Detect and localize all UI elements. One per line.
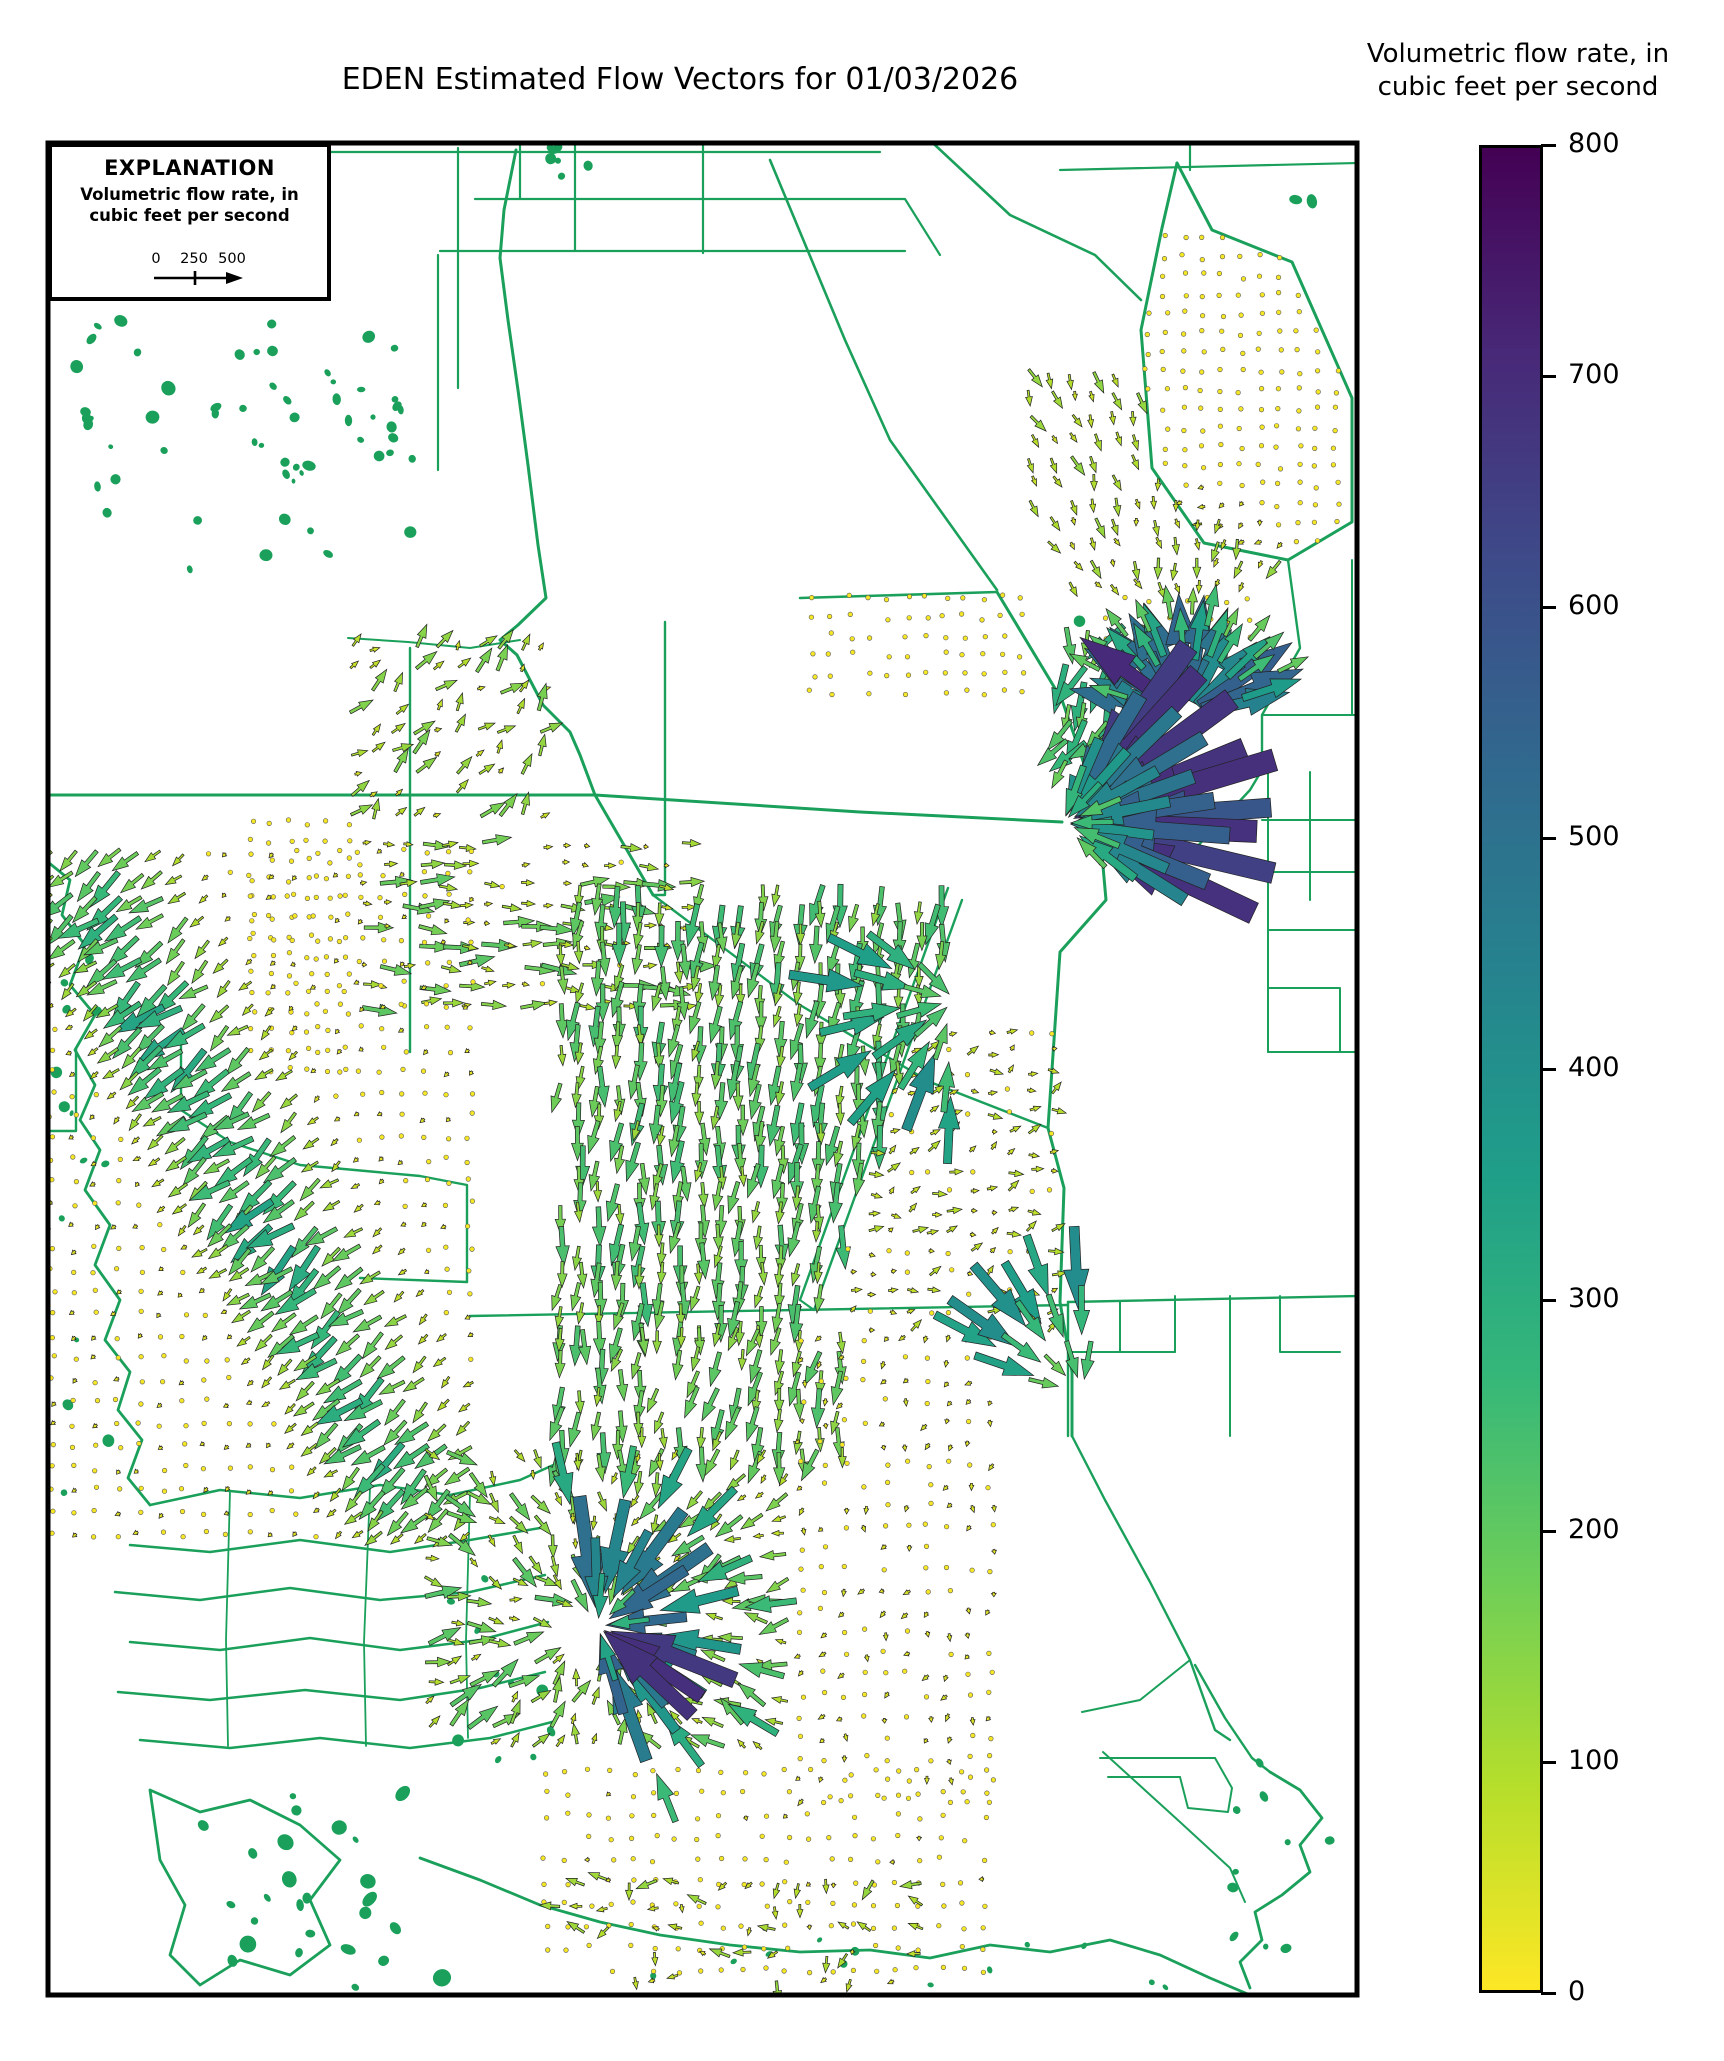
explanation-subtitle-line2: cubic feet per second xyxy=(89,205,290,225)
colorbar-tick-mark xyxy=(1541,143,1556,147)
colorbar-title: Volumetric flow rate, in cubic feet per … xyxy=(1346,38,1690,105)
colorbar-tick-mark xyxy=(1541,1067,1556,1071)
colorbar-tick-mark xyxy=(1541,374,1556,378)
colorbar xyxy=(1479,145,1543,1993)
colorbar-tick-mark xyxy=(1541,836,1556,840)
colorbar-tick-label: 800 xyxy=(1568,128,1620,159)
explanation-subtitle-line1: Volumetric flow rate, in xyxy=(80,185,299,204)
colorbar-tick-label: 400 xyxy=(1568,1052,1620,1083)
colorbar-tick-mark xyxy=(1541,1298,1556,1302)
flow-vector-field xyxy=(50,232,1342,1993)
canal-lines xyxy=(50,145,1355,1993)
colorbar-tick-label: 0 xyxy=(1568,1976,1586,2007)
colorbar-tick-label: 600 xyxy=(1568,590,1620,621)
scale-bar-arrow-icon xyxy=(154,271,243,285)
scale-bar-labels: 0 250 500 xyxy=(52,251,327,269)
explanation-box: EXPLANATION Volumetric flow rate, in cub… xyxy=(48,143,331,301)
map-frame xyxy=(45,140,1360,1998)
scale-bar-label: 0 xyxy=(151,251,161,267)
colorbar-title-line1: Volumetric flow rate, in xyxy=(1366,39,1670,69)
colorbar-tick-mark xyxy=(1541,605,1556,609)
figure-title: EDEN Estimated Flow Vectors for 01/03/20… xyxy=(341,62,1019,97)
colorbar-tick-label: 100 xyxy=(1568,1745,1620,1776)
scale-bar-label: 250 xyxy=(180,251,208,267)
scale-bar-label: 500 xyxy=(218,251,246,267)
colorbar-title-line2: cubic feet per second xyxy=(1377,72,1659,103)
colorbar-tick-label: 500 xyxy=(1568,821,1620,852)
colorbar-tick-label: 200 xyxy=(1568,1514,1620,1545)
explanation-heading: EXPLANATION xyxy=(104,156,275,180)
colorbar-tick-label: 700 xyxy=(1568,359,1620,390)
colorbar-tick-mark xyxy=(1541,1760,1556,1764)
colorbar-tick-label: 300 xyxy=(1568,1283,1620,1314)
colorbar-tick-mark xyxy=(1541,1991,1556,1995)
colorbar-tick-mark xyxy=(1541,1529,1556,1533)
